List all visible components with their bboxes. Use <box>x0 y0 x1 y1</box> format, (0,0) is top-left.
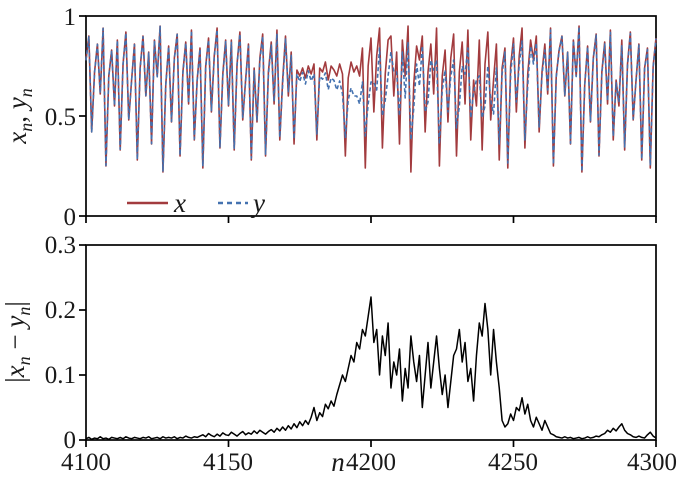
x-axis-labels: 4100 4150 4200 4250 4300 n <box>61 447 677 477</box>
legend-x-label: x <box>173 188 186 218</box>
top-ytick-1: 1 <box>64 4 77 31</box>
bottom-ytick-02: 0.2 <box>45 297 76 324</box>
diff-series-line <box>85 296 657 441</box>
legend: x y <box>127 188 265 218</box>
bottom-ytick-01: 0.1 <box>45 362 76 389</box>
bottom-panel-frame <box>85 244 657 441</box>
bottom-ytick-0: 0 <box>64 427 77 454</box>
xtick-4150: 4150 <box>203 449 253 476</box>
top-panel: 1 0.5 0 xn, yn x y <box>2 4 657 231</box>
xtick-4100: 4100 <box>61 449 111 476</box>
bottom-ytick-03: 0.3 <box>45 232 76 259</box>
xtick-4250: 4250 <box>488 449 538 476</box>
bottom-ticks <box>79 244 657 447</box>
top-ytick-05: 0.5 <box>45 104 76 131</box>
y-series-line <box>85 25 657 173</box>
bottom-y-axis-label: |xn − yn| <box>0 301 34 383</box>
top-y-axis-label: xn, yn <box>2 88 36 144</box>
legend-y-label: y <box>250 188 265 218</box>
xtick-4200: 4200 <box>346 449 396 476</box>
bottom-panel: 0.3 0.2 0.1 0 |xn − yn| <box>0 232 657 454</box>
top-ticks <box>79 15 657 223</box>
x-axis-label: n <box>331 447 345 477</box>
x-series-line <box>85 25 657 173</box>
xtick-4300: 4300 <box>627 449 677 476</box>
top-ytick-0: 0 <box>64 204 77 231</box>
